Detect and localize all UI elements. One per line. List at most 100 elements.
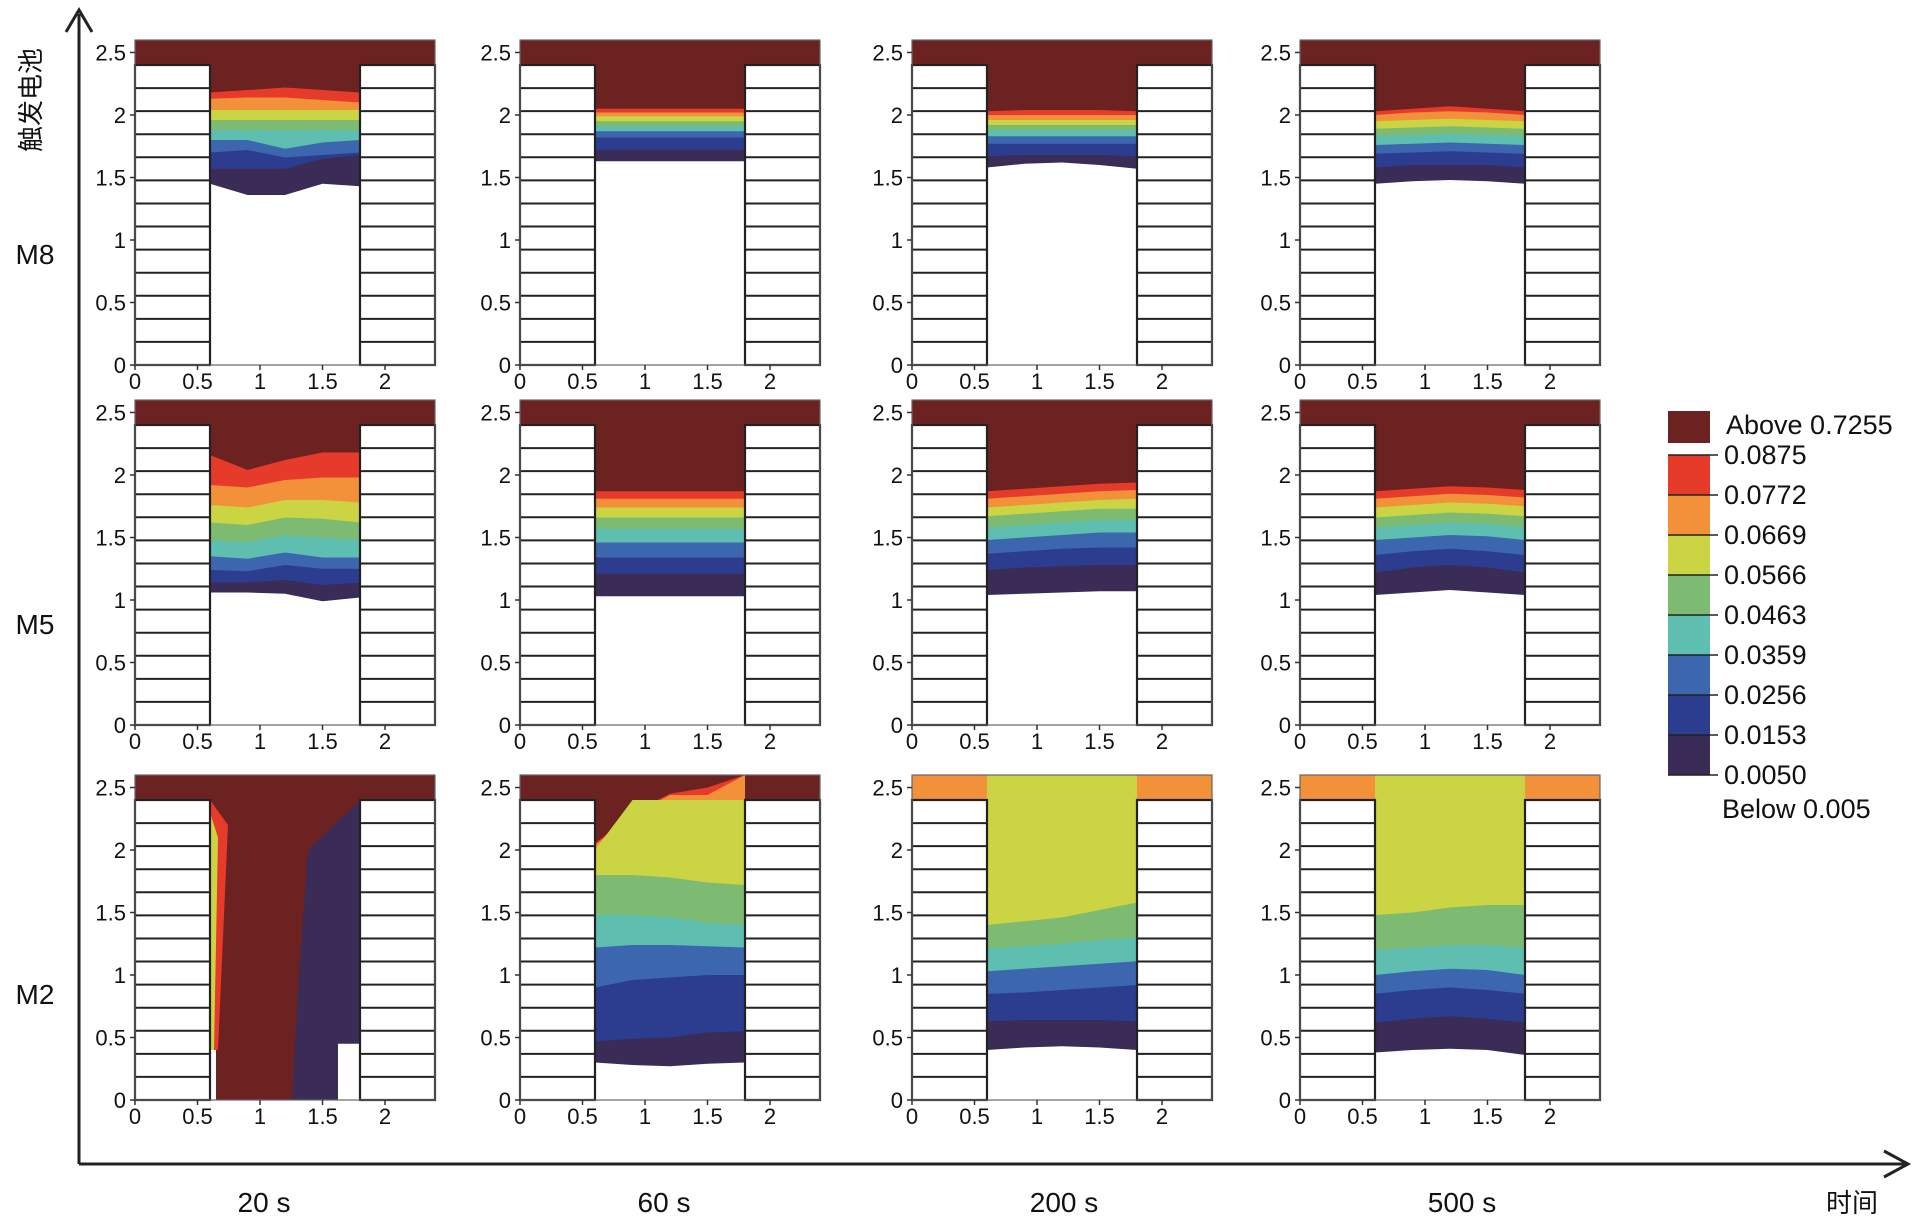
x-axis-arrow xyxy=(1883,1149,1912,1179)
y-tick-label: 0 xyxy=(499,713,511,738)
channel-field xyxy=(595,775,745,1100)
brick-wall xyxy=(518,798,597,1102)
below-threshold-region xyxy=(210,183,360,365)
x-tick-label: 2 xyxy=(764,1104,776,1129)
channel-field xyxy=(210,40,360,365)
y-tick-label: 2.5 xyxy=(872,401,903,426)
panel-ticks: 0 0.5 1 1.5 2 2.5 0 0.5 1 1.5 2 xyxy=(480,401,776,755)
below-threshold-region xyxy=(1375,180,1525,365)
y-tick-label: 1.5 xyxy=(1260,166,1291,191)
channel-field xyxy=(987,400,1137,725)
panel-M2-500s: 0 0.5 1 1.5 2 2.5 0 0.5 1 1.5 2 xyxy=(1260,774,1602,1129)
x-tick-label: 0 xyxy=(906,729,918,754)
legend-swatch-7 xyxy=(1668,735,1710,775)
channel-field xyxy=(1375,400,1525,725)
x-tick-label: 0.5 xyxy=(567,729,598,754)
y-tick-label: 0 xyxy=(1279,1088,1291,1113)
panel-M8-60s: 0 0.5 1 1.5 2 2.5 0 0.5 1 1.5 2 xyxy=(480,39,822,394)
y-tick-label: 2.5 xyxy=(95,41,126,66)
y-tick-label: 2.5 xyxy=(1260,776,1291,801)
panel-frame xyxy=(1299,39,1601,366)
panel-M2-60s: 0 0.5 1 1.5 2 2.5 0 0.5 1 1.5 2 xyxy=(480,774,822,1130)
panel-frame xyxy=(911,399,1213,726)
x-tick-label: 2 xyxy=(1544,729,1556,754)
y-tick-label: 0.5 xyxy=(480,1026,511,1051)
panel-ticks: 0 0.5 1 1.5 2 2.5 0 0.5 1 1.5 2 xyxy=(480,776,776,1130)
x-tick-label: 2 xyxy=(1544,369,1556,394)
panel-frame xyxy=(911,774,1213,1101)
x-tick-label: 1 xyxy=(639,369,651,394)
legend-above-swatch xyxy=(1668,411,1710,443)
right-wall-clear xyxy=(338,1043,360,1100)
panel-M5-500s: 0 0.5 1 1.5 2 2.5 0 0.5 1 1.5 2 xyxy=(1260,399,1602,755)
below-threshold-region xyxy=(595,1062,745,1100)
left-wall-clear xyxy=(210,1050,216,1100)
brick-wall xyxy=(743,798,822,1102)
panel-ticks: 0 0.5 1 1.5 2 2.5 0 0.5 1 1.5 2 xyxy=(872,401,1168,755)
x-tick-label: 0 xyxy=(129,729,141,754)
y-tick-label: 2 xyxy=(891,463,903,488)
y-tick-label: 1.5 xyxy=(480,901,511,926)
brick-wall xyxy=(910,423,989,727)
x-tick-label: 1.5 xyxy=(1084,729,1115,754)
x-tick-label: 1.5 xyxy=(1472,729,1503,754)
panel-frame xyxy=(134,399,436,726)
y-axis-title: 触发电池 xyxy=(17,48,47,152)
x-tick-label: 1 xyxy=(1031,1104,1043,1129)
y-tick-label: 0 xyxy=(1279,353,1291,378)
channel-field xyxy=(595,40,745,365)
y-tick-label: 1.5 xyxy=(95,166,126,191)
y-tick-label: 0 xyxy=(114,353,126,378)
y-tick-label: 0.5 xyxy=(480,651,511,676)
x-tick-label: 2 xyxy=(379,1104,391,1129)
x-tick-label: 0 xyxy=(1294,729,1306,754)
panel-M2-200s: 0 0.5 1 1.5 2 2.5 0 0.5 1 1.5 2 xyxy=(872,774,1214,1129)
y-tick-label: 2 xyxy=(1279,463,1291,488)
panel-frame xyxy=(134,39,436,366)
brick-wall xyxy=(518,63,597,367)
y-tick-label: 1 xyxy=(114,588,126,613)
x-tick-label: 0 xyxy=(129,1104,141,1129)
legend-swatch-5 xyxy=(1668,655,1710,695)
brick-wall xyxy=(910,798,989,1102)
x-tick-label: 0 xyxy=(906,1104,918,1129)
y-tick-label: 1.5 xyxy=(1260,526,1291,551)
x-tick-label: 0 xyxy=(1294,1104,1306,1129)
brick-wall xyxy=(1298,63,1377,367)
panel-M8-20s: 0 0.5 1 1.5 2 2.5 0 0.5 1 1.5 2 xyxy=(95,39,437,394)
y-tick-label: 2.5 xyxy=(95,776,126,801)
channel-field xyxy=(987,775,1137,1100)
y-tick-label: 2.5 xyxy=(872,776,903,801)
x-tick-label: 2 xyxy=(379,729,391,754)
panel-frame xyxy=(1299,399,1601,726)
y-tick-label: 1.5 xyxy=(95,526,126,551)
panel-ticks: 0 0.5 1 1.5 2 2.5 0 0.5 1 1.5 2 xyxy=(1260,401,1556,755)
y-tick-label: 2.5 xyxy=(1260,401,1291,426)
brick-wall xyxy=(1298,798,1377,1102)
x-tick-label: 1 xyxy=(254,1104,266,1129)
channel-field xyxy=(987,40,1137,365)
y-tick-label: 2.5 xyxy=(1260,41,1291,66)
brick-wall xyxy=(358,63,437,367)
y-tick-label: 1 xyxy=(499,963,511,988)
y-tick-label: 0.5 xyxy=(95,651,126,676)
y-tick-label: 1.5 xyxy=(1260,901,1291,926)
left-wall-band xyxy=(210,812,218,1050)
right-wall-band-0 xyxy=(292,800,360,1100)
y-tick-label: 0.5 xyxy=(872,651,903,676)
brick-wall xyxy=(1135,798,1214,1102)
y-tick-label: 1 xyxy=(1279,228,1291,253)
brick-wall xyxy=(910,63,989,367)
panel-ticks: 0 0.5 1 1.5 2 2.5 0 0.5 1 1.5 2 xyxy=(872,41,1168,395)
panel-M5-60s: 0 0.5 1 1.5 2 2.5 0 0.5 1 1.5 2 xyxy=(480,399,822,755)
y-tick-label: 2.5 xyxy=(95,401,126,426)
row-label-M8: M8 xyxy=(16,239,55,270)
panel-frame xyxy=(134,774,436,1101)
legend-above-label: Above 0.7255 xyxy=(1726,410,1893,440)
x-tick-label: 0 xyxy=(129,369,141,394)
panel-M5-200s: 0 0.5 1 1.5 2 2.5 0 0.5 1 1.5 2 xyxy=(872,399,1214,755)
x-tick-label: 0.5 xyxy=(182,1104,213,1129)
y-tick-label: 1.5 xyxy=(872,166,903,191)
x-tick-label: 1.5 xyxy=(692,729,723,754)
